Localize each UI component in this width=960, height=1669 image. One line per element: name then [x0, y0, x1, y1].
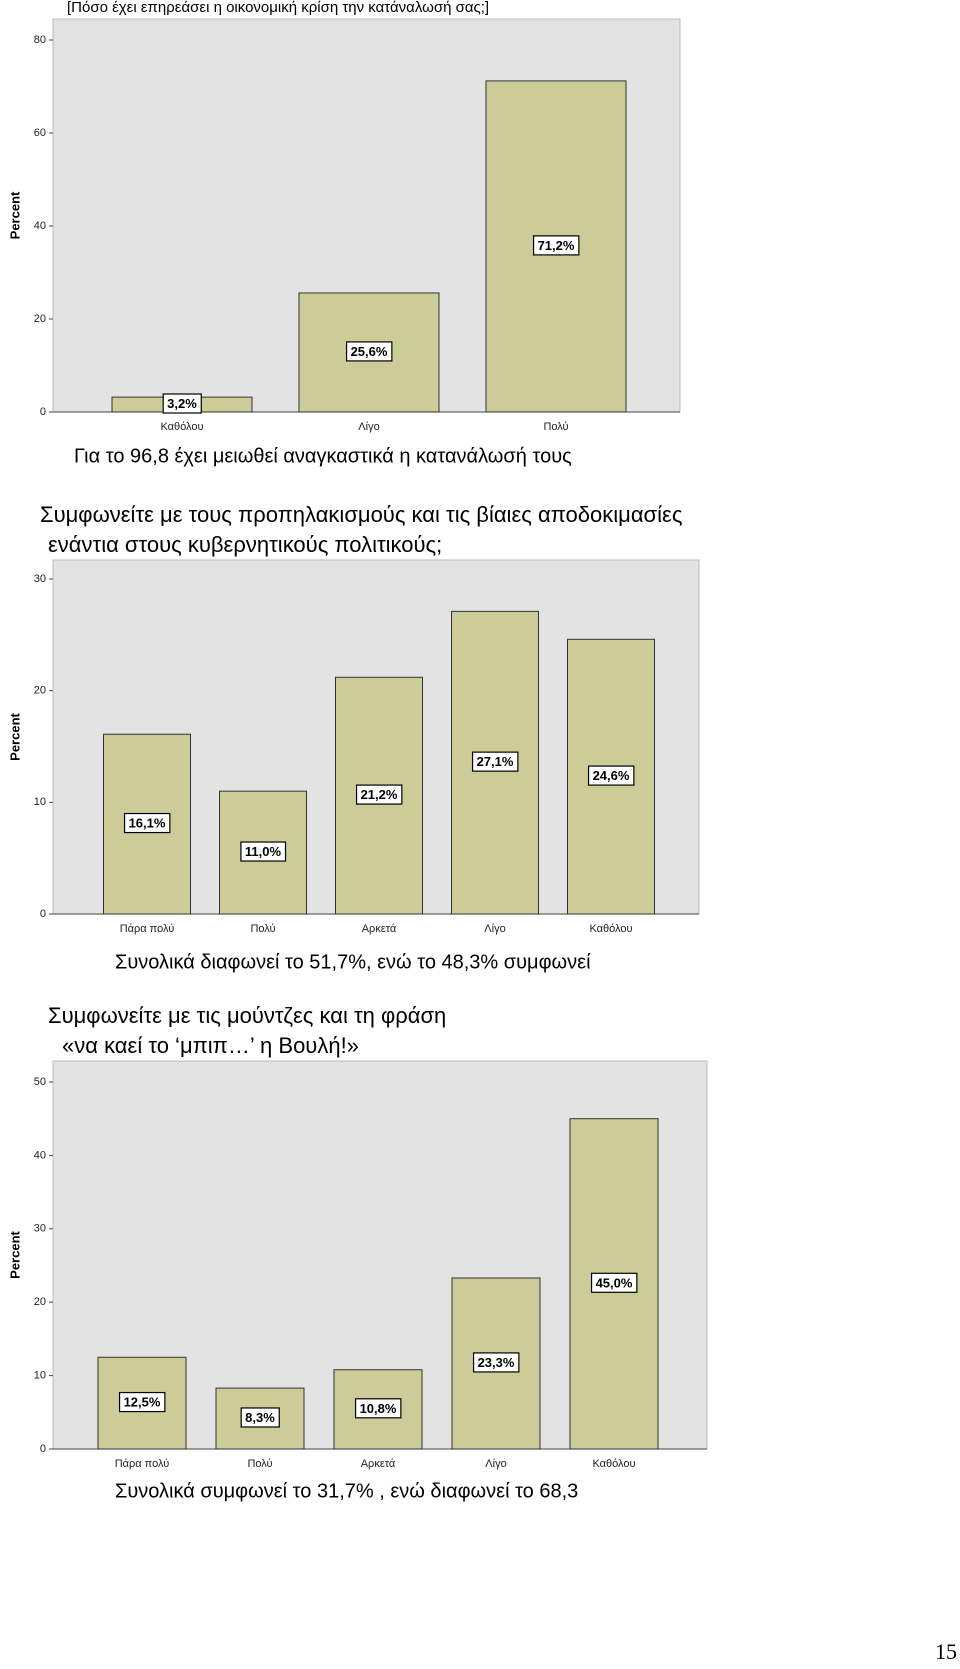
- y-tick-label: 10: [34, 1370, 46, 1382]
- chart-title: «να καεί το ‘μπιπ…’ η Βουλή!»: [62, 1033, 359, 1058]
- chart-title: ενάντια στους κυβερνητικούς πολιτικούς;: [48, 532, 442, 557]
- chart-title: Συμφωνείτε με τις μούντζες και τη φράση: [48, 1003, 446, 1028]
- value-label: 71,2%: [538, 238, 575, 253]
- value-label-box: [118, 1391, 166, 1413]
- value-label: 12,5%: [124, 1395, 161, 1410]
- note: Συνολικά συμφωνεί το 31,7% , ενώ διαφωνε…: [115, 1480, 578, 1502]
- value-label-box: [162, 393, 202, 414]
- y-tick-label: 0: [40, 406, 46, 418]
- value-label-box: [355, 784, 403, 805]
- value-label: 23,3%: [478, 1355, 515, 1370]
- x-tick-label: Πολύ: [247, 1458, 272, 1470]
- x-tick-label: Αρκετά: [361, 1458, 396, 1470]
- x-tick-label: Λίγο: [484, 923, 505, 935]
- x-tick-label: Λίγο: [358, 421, 379, 433]
- value-label-box: [587, 765, 635, 786]
- value-label: 8,3%: [245, 1410, 275, 1425]
- value-label-box: [123, 812, 171, 834]
- note: Συνολικά διαφωνεί το 51,7%, ενώ το 48,3%…: [115, 951, 591, 973]
- x-tick-label: Αρκετά: [362, 923, 397, 935]
- y-tick-label: 40: [34, 220, 46, 232]
- x-tick-label: Καθόλου: [592, 1458, 635, 1470]
- y-tick-label: 10: [34, 796, 46, 808]
- value-label-box: [472, 1352, 520, 1373]
- y-axis-label: Percent: [7, 191, 22, 239]
- y-tick-label: 80: [34, 34, 46, 46]
- value-label: 21,2%: [361, 787, 398, 802]
- x-tick-label: Πολύ: [250, 923, 275, 935]
- y-tick-label: 20: [34, 1296, 46, 1308]
- note: Για το 96,8 έχει μειωθεί αναγκαστικά η κ…: [74, 445, 572, 467]
- y-tick-label: 60: [34, 127, 46, 139]
- value-label: 45,0%: [596, 1275, 633, 1290]
- x-tick-label: Πολύ: [543, 421, 568, 433]
- y-tick-label: 0: [40, 1443, 46, 1455]
- chart-title: [Πόσο έχει επηρεάσει η οικονομική κρίση …: [67, 0, 489, 16]
- y-tick-label: 0: [40, 908, 46, 920]
- value-label-box: [532, 235, 580, 256]
- y-tick-label: 20: [34, 313, 46, 325]
- value-label: 27,1%: [477, 754, 514, 769]
- value-label-box: [240, 1407, 280, 1428]
- value-label-box: [240, 841, 287, 862]
- x-tick-label: Καθόλου: [160, 421, 203, 433]
- value-label: 16,1%: [129, 816, 166, 831]
- chart-title: Συμφωνείτε με τους προπηλακισμούς και τι…: [40, 502, 682, 527]
- value-label-box: [345, 341, 393, 362]
- value-label: 3,2%: [167, 396, 197, 411]
- value-label-box: [354, 1398, 402, 1419]
- value-label: 24,6%: [593, 768, 630, 783]
- value-label-box: [590, 1272, 638, 1293]
- x-tick-label: Λίγο: [485, 1458, 506, 1470]
- x-tick-label: Πάρα πολύ: [120, 923, 175, 935]
- value-label: 25,6%: [351, 344, 388, 359]
- x-tick-label: Καθόλου: [589, 923, 632, 935]
- value-label: 11,0%: [245, 844, 282, 859]
- value-label: 10,8%: [360, 1401, 397, 1416]
- y-tick-label: 40: [34, 1149, 46, 1161]
- value-label-box: [471, 751, 519, 772]
- y-tick-label: 30: [34, 573, 46, 585]
- y-axis-label: Percent: [7, 1230, 22, 1278]
- page-number: 15: [935, 1639, 957, 1664]
- y-axis-label: Percent: [7, 712, 22, 760]
- y-tick-label: 20: [34, 685, 46, 697]
- y-tick-label: 30: [34, 1223, 46, 1235]
- x-tick-label: Πάρα πολύ: [115, 1458, 170, 1470]
- y-tick-label: 50: [34, 1076, 46, 1088]
